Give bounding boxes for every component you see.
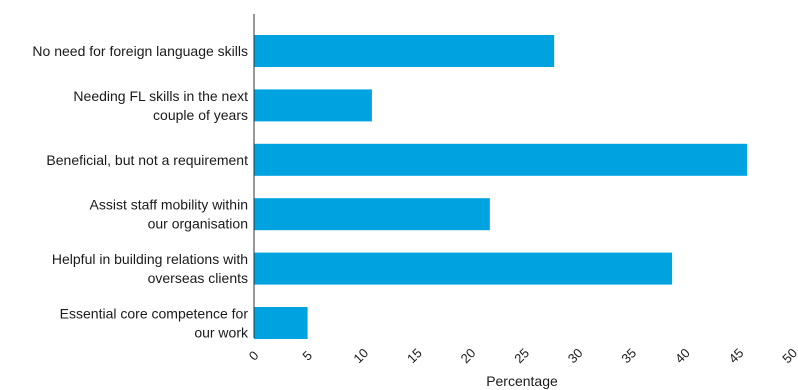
- category-label: Helpful in building relations with: [52, 251, 248, 267]
- category-label: our organisation: [148, 216, 248, 232]
- x-axis-title: Percentage: [486, 373, 558, 389]
- x-tick-label: 35: [618, 345, 639, 366]
- x-tick-label: 25: [511, 345, 532, 366]
- bar: [254, 143, 748, 176]
- bar: [254, 307, 308, 339]
- category-label: No need for foreign language skills: [32, 43, 248, 59]
- bar: [254, 198, 490, 231]
- bar: [254, 89, 372, 122]
- x-tick-label: 20: [458, 345, 479, 366]
- category-label: Beneficial, but not a requirement: [46, 152, 248, 168]
- x-tick-labels: 0 5 10 15 20 25 30 35 40 45 50: [246, 345, 798, 366]
- x-tick-label: 45: [726, 345, 747, 366]
- bar: [254, 252, 673, 285]
- x-tick-label: 0: [246, 348, 262, 364]
- x-tick-label: 40: [672, 345, 693, 366]
- x-tick-label: 10: [350, 345, 371, 366]
- x-tick-label: 50: [779, 345, 798, 366]
- x-tick-label: 15: [404, 345, 425, 366]
- x-tick-label: 5: [299, 348, 315, 364]
- category-label: Essential core competence for: [60, 306, 249, 322]
- category-label: our work: [194, 325, 249, 341]
- bar: [254, 35, 555, 67]
- category-labels: No need for foreign language skills Needi…: [32, 43, 249, 341]
- x-tick-label: 30: [565, 345, 586, 366]
- category-label: couple of years: [153, 107, 248, 123]
- category-label: Assist staff mobility within: [90, 197, 248, 213]
- bars-layer: [254, 35, 748, 339]
- category-label: Needing FL skills in the next: [73, 88, 248, 104]
- category-label: overseas clients: [148, 270, 248, 286]
